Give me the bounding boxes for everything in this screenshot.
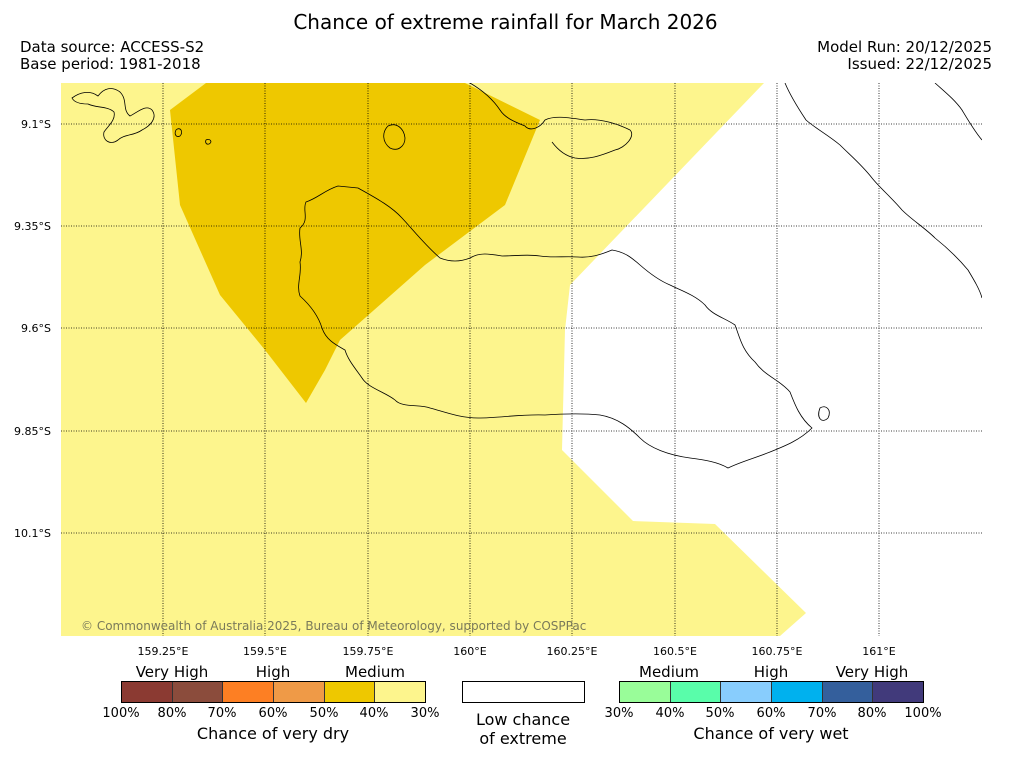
- gridlines: [61, 83, 982, 636]
- dry-tick: 80%: [157, 706, 187, 721]
- wet-swatch: [873, 682, 924, 702]
- wet-swatch: [670, 682, 722, 702]
- dry-40-50-region: [170, 83, 540, 403]
- wet-swatch: [721, 682, 773, 702]
- dry-tick: 100%: [102, 706, 140, 721]
- small-isle-2: [205, 139, 212, 145]
- model-run: Model Run: 20/12/2025: [817, 38, 992, 56]
- dry-caption: Chance of very dry: [196, 724, 350, 743]
- lat-label: 9.35°S: [14, 220, 51, 233]
- dry-tick: 30%: [410, 706, 440, 721]
- dry-swatch: [375, 682, 426, 702]
- low-chance-caption: Low chance of extreme: [476, 710, 570, 748]
- wet-colorbar: [619, 681, 924, 703]
- wet-heading-high: High: [753, 663, 789, 681]
- source-info: Data source: ACCESS-S2 Base period: 1981…: [20, 39, 204, 73]
- lon-label: 160.5°E: [653, 645, 697, 658]
- dry-heading-medium: Medium: [345, 663, 405, 681]
- lon-label: 159.5°E: [243, 645, 287, 658]
- low-caption-line2: of extreme: [479, 729, 567, 748]
- copyright-notice: © Commonwealth of Australia 2025, Bureau…: [81, 619, 587, 633]
- dry-swatch: [172, 682, 224, 702]
- wet-tick: 70%: [807, 706, 837, 721]
- lon-label: 161°E: [862, 645, 896, 658]
- malaita-north-coast: [934, 83, 982, 141]
- savo-island-coast: [383, 124, 406, 150]
- dry-tick: 60%: [258, 706, 288, 721]
- low-caption-line1: Low chance: [475, 710, 571, 729]
- dry-swatch: [274, 682, 325, 702]
- wet-tick: 60%: [756, 706, 786, 721]
- lon-label: 160°E: [453, 645, 487, 658]
- dry-swatch: [122, 682, 173, 702]
- wet-heading-very-high: Very High: [835, 663, 909, 681]
- lat-label: 9.1°S: [21, 118, 51, 131]
- run-info: Model Run: 20/12/2025 Issued: 22/12/2025: [817, 39, 992, 73]
- low-swatch: [463, 682, 584, 702]
- wet-swatch: [822, 682, 874, 702]
- wet-swatch: [620, 682, 671, 702]
- wet-caption: Chance of very wet: [693, 724, 849, 743]
- dry-tick: 40%: [359, 706, 389, 721]
- dry-heading-very-high: Very High: [135, 663, 209, 681]
- lat-label: 9.85°S: [14, 425, 51, 438]
- east-islets: [818, 406, 830, 421]
- russell-islands-coast: [71, 88, 155, 143]
- dry-tick: 50%: [309, 706, 339, 721]
- wet-tick: 40%: [655, 706, 685, 721]
- coastlines: [71, 83, 982, 469]
- wet-tick: 80%: [857, 706, 887, 721]
- wet-tick: 50%: [705, 706, 735, 721]
- lon-label: 159.25°E: [137, 645, 189, 658]
- wet-swatch: [772, 682, 823, 702]
- wet-tick: 30%: [604, 706, 634, 721]
- wet-tick: 100%: [904, 706, 942, 721]
- dry-swatch: [324, 682, 376, 702]
- small-isle-1: [174, 128, 183, 137]
- dry-swatch: [223, 682, 275, 702]
- map-title: Chance of extreme rainfall for March 202…: [293, 10, 718, 34]
- lat-label: 10.1°S: [14, 527, 51, 540]
- low-chance-swatch: [462, 681, 585, 703]
- lat-label: 9.6°S: [21, 322, 51, 335]
- lon-label: 160.25°E: [546, 645, 598, 658]
- issued-date: Issued: 22/12/2025: [847, 55, 992, 73]
- dry-tick: 70%: [207, 706, 237, 721]
- dry-heading-high: High: [255, 663, 291, 681]
- guadalcanal-coast: [298, 185, 813, 469]
- florida-islands-coast: [469, 83, 632, 159]
- data-source: Data source: ACCESS-S2: [20, 38, 205, 56]
- lon-label: 159.75°E: [342, 645, 394, 658]
- wet-heading-medium: Medium: [639, 663, 699, 681]
- lon-label: 160.75°E: [751, 645, 803, 658]
- dry-colorbar: [121, 681, 426, 703]
- base-period: Base period: 1981-2018: [20, 55, 201, 73]
- malaita-coast: [784, 83, 982, 299]
